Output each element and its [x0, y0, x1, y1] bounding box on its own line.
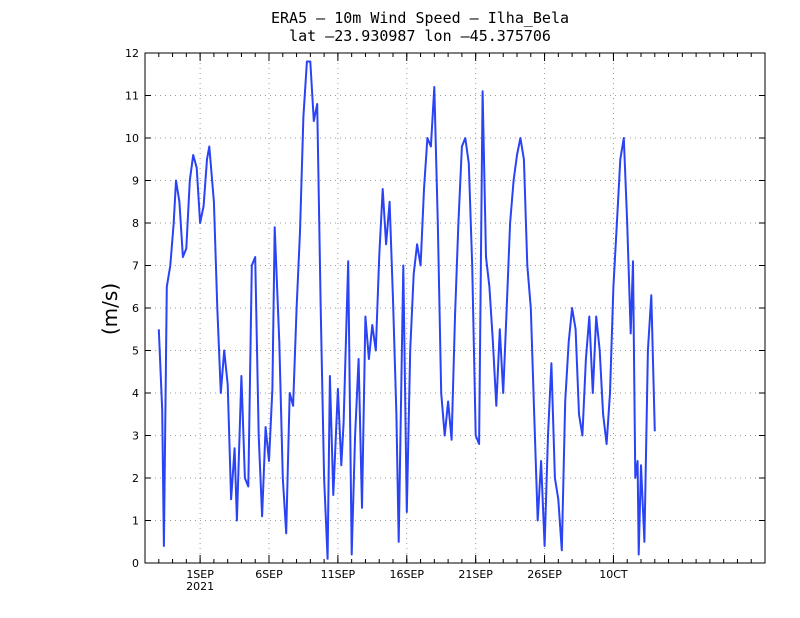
plot-frame [144, 52, 766, 564]
x-tick-label: 16SEP [389, 568, 424, 581]
y-tick-label: 5 [132, 345, 139, 358]
series-layer [157, 60, 656, 560]
x-tick-label: 11SEP [321, 568, 356, 581]
y-tick-label: 11 [125, 90, 139, 103]
x-tick-sublabel: 2021 [186, 580, 214, 593]
chart-title: ERA5 – 10m Wind Speed – Ilha_Bela [271, 9, 569, 27]
y-tick-label: 7 [132, 260, 139, 273]
x-tick-label: 10CT [599, 568, 628, 581]
y-tick-label: 6 [132, 302, 139, 315]
chart-subtitle: lat –23.930987 lon –45.375706 [289, 27, 551, 45]
y-tick-label: 9 [132, 175, 139, 188]
x-tick-label: 26SEP [527, 568, 562, 581]
series-line [157, 60, 656, 560]
x-tick-label: 1SEP [186, 568, 214, 581]
y-tick-label: 1 [132, 515, 139, 528]
x-tick-label: 6SEP [255, 568, 283, 581]
y-tick-label: 3 [132, 430, 139, 443]
y-tick-label: 4 [132, 387, 139, 400]
y-axis-label: (m/s) [98, 283, 122, 335]
y-tick-label: 10 [125, 132, 139, 145]
y-tick-label: 12 [125, 47, 139, 60]
y-tick-label: 8 [132, 217, 139, 230]
y-tick-label: 2 [132, 472, 139, 485]
y-tick-label: 0 [132, 557, 139, 570]
x-tick-label: 21SEP [458, 568, 493, 581]
